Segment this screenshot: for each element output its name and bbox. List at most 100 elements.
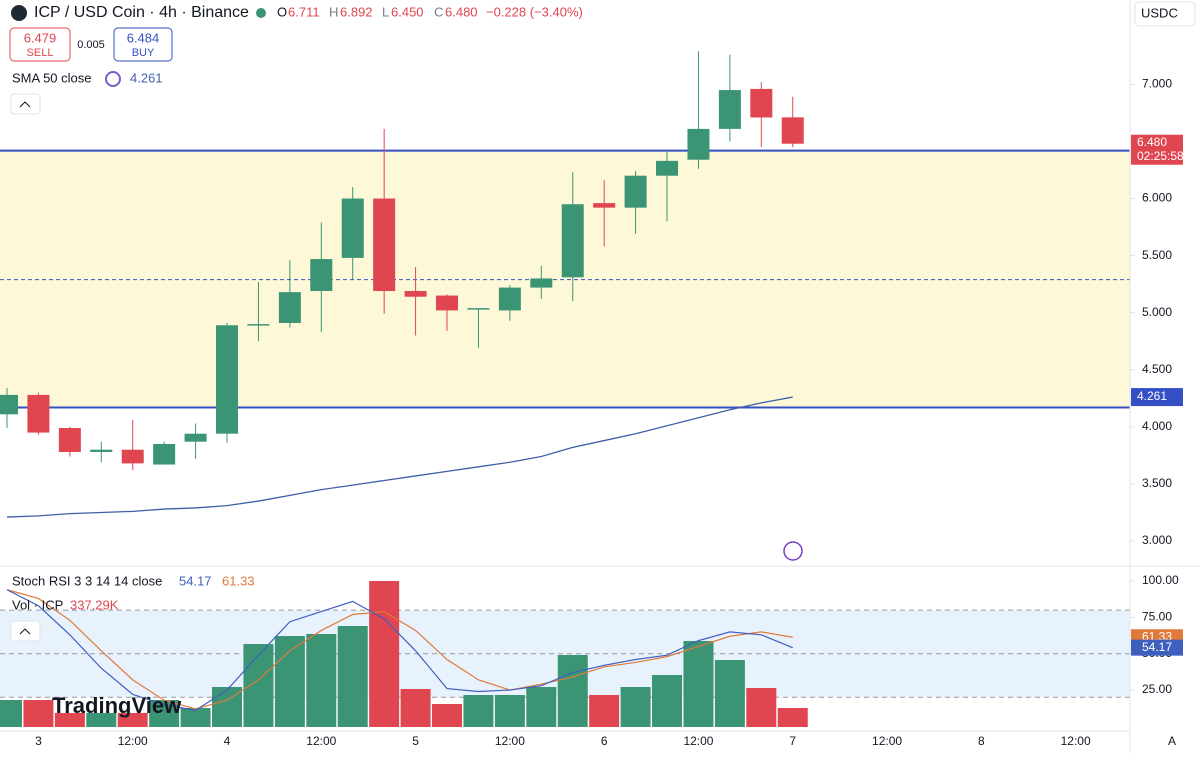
candle-body bbox=[718, 90, 741, 129]
candle-body bbox=[153, 443, 176, 465]
volume-bar bbox=[180, 708, 211, 727]
volume-bar bbox=[714, 660, 745, 727]
sma-icon bbox=[105, 71, 121, 87]
currency-button[interactable] bbox=[1134, 1, 1196, 27]
x-tick-label: 12:00 bbox=[683, 734, 713, 748]
candle-body bbox=[27, 394, 50, 433]
currency[interactable]: USDC bbox=[1141, 5, 1178, 20]
stoch-legend: Stoch RSI 3 3 14 14 close bbox=[12, 573, 162, 588]
stoch-k-box bbox=[1131, 639, 1183, 656]
ohlc-c-label: C bbox=[434, 4, 443, 19]
last-price-box bbox=[1131, 134, 1183, 165]
volume-bar bbox=[494, 695, 525, 727]
volume-bar bbox=[86, 712, 117, 727]
y-tick-label: 4.000 bbox=[1142, 419, 1172, 433]
volume-bar bbox=[652, 675, 683, 727]
candle-body bbox=[341, 198, 364, 258]
volume-value: 337.29K bbox=[70, 597, 119, 612]
x-tick-label: 4 bbox=[224, 734, 231, 748]
y-tick-label: 5.500 bbox=[1142, 248, 1172, 262]
candle-body bbox=[373, 198, 396, 292]
y-tick-label: 3.500 bbox=[1142, 476, 1172, 490]
volume-bar bbox=[620, 687, 651, 727]
y-tick-label: 100.00 bbox=[1142, 573, 1179, 587]
sma-price-box bbox=[1131, 388, 1183, 407]
range-zone bbox=[0, 150, 1130, 408]
candle-body bbox=[467, 308, 490, 310]
candle-body bbox=[530, 278, 553, 288]
buy-label[interactable]: BUY bbox=[132, 47, 155, 59]
collapse-icon bbox=[19, 101, 31, 108]
volume-bar bbox=[746, 688, 777, 727]
y-tick-label: 3.000 bbox=[1142, 533, 1172, 547]
sma-legend: SMA 50 close bbox=[12, 70, 92, 85]
y-tick-label: 5.000 bbox=[1142, 305, 1172, 319]
volume-bar bbox=[589, 695, 620, 727]
candle-body bbox=[750, 88, 773, 118]
volume-bar bbox=[683, 640, 714, 727]
sell-price[interactable]: 6.479 bbox=[24, 30, 57, 45]
ohlc-l-label: L bbox=[382, 4, 389, 19]
candle-body bbox=[0, 394, 18, 415]
collapse-button[interactable] bbox=[10, 93, 41, 115]
sma-price-label: 4.261 bbox=[1137, 389, 1167, 403]
ohlc-h-label: H bbox=[329, 4, 338, 19]
candle-body bbox=[121, 449, 144, 464]
y-tick-label: 6.000 bbox=[1142, 191, 1172, 205]
volume-bar bbox=[54, 712, 85, 727]
volume-bar bbox=[337, 626, 368, 727]
ohlc-o: 6.711 bbox=[288, 4, 320, 19]
volume-bar bbox=[0, 700, 22, 727]
buy-button[interactable] bbox=[113, 27, 173, 62]
x-tick-label: 3 bbox=[35, 734, 42, 748]
auto-scale[interactable]: A bbox=[1168, 734, 1176, 748]
candle-body bbox=[624, 175, 647, 208]
symbol-title: ICP / USD Coin · 4h · Binance bbox=[34, 4, 249, 21]
sell-button[interactable] bbox=[9, 27, 71, 62]
candle-body bbox=[593, 203, 616, 208]
stoch-k-value: 54.17 bbox=[179, 573, 212, 588]
volume-bar bbox=[432, 704, 463, 727]
x-tick-label: 12:00 bbox=[1061, 734, 1091, 748]
buy-price[interactable]: 6.484 bbox=[127, 30, 160, 45]
candle-body bbox=[184, 433, 207, 442]
candle-body bbox=[216, 325, 239, 434]
y-tick-label: 7.000 bbox=[1142, 77, 1172, 91]
volume-bar bbox=[526, 687, 557, 727]
last-price-label: 6.480 bbox=[1137, 135, 1167, 149]
x-tick-label: 7 bbox=[789, 734, 796, 748]
ohlc-l: 6.450 bbox=[391, 4, 424, 19]
x-tick-label: 5 bbox=[412, 734, 419, 748]
sell-label[interactable]: SELL bbox=[27, 47, 54, 59]
candle-body bbox=[436, 295, 459, 311]
sma-value: 4.261 bbox=[130, 70, 163, 85]
spread: 0.005 bbox=[77, 39, 105, 51]
x-tick-label: 12:00 bbox=[118, 734, 148, 748]
y-tick-label: 4.500 bbox=[1142, 362, 1172, 376]
sma-line bbox=[6, 396, 793, 518]
candle-body bbox=[404, 291, 427, 297]
volume-bar bbox=[777, 708, 808, 727]
x-tick-label: 12:00 bbox=[495, 734, 525, 748]
candle-body bbox=[310, 259, 333, 292]
x-tick-label: 12:00 bbox=[306, 734, 336, 748]
candle-body bbox=[781, 117, 804, 144]
volume-bar bbox=[463, 695, 494, 727]
countdown: 02:25:58 bbox=[1137, 149, 1184, 163]
collapse-icon bbox=[19, 628, 31, 635]
ohlc-h: 6.892 bbox=[340, 4, 373, 19]
collapse-button[interactable] bbox=[10, 620, 41, 642]
volume-bar bbox=[369, 580, 400, 727]
stoch-d-line bbox=[6, 589, 793, 710]
x-tick-label: 12:00 bbox=[872, 734, 902, 748]
volume-bar bbox=[400, 688, 431, 727]
ohlc-change: −0.228 (−3.40%) bbox=[486, 4, 583, 19]
volume-legend: Vol · ICP bbox=[12, 597, 63, 612]
candle-body bbox=[498, 287, 521, 311]
candle-body bbox=[247, 324, 270, 326]
candle-body bbox=[561, 204, 584, 278]
candle-body bbox=[90, 449, 113, 452]
volume-bar bbox=[274, 636, 305, 727]
logo: TradingView bbox=[52, 693, 182, 718]
